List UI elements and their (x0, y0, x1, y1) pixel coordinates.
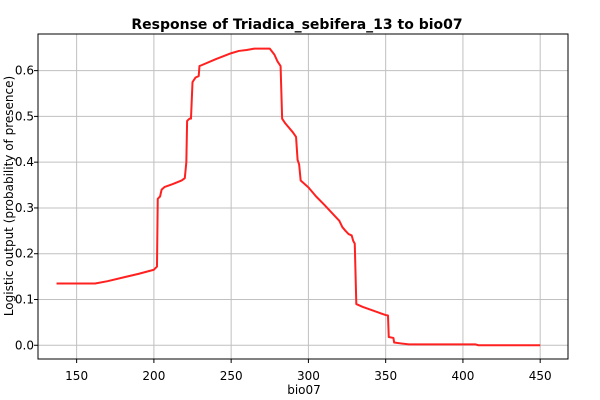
chart-title: Response of Triadica_sebifera_13 to bio0… (131, 17, 462, 33)
grid-lines (38, 34, 568, 359)
x-tick-label: 300 (297, 369, 320, 383)
plot-frame (37, 33, 569, 360)
x-tick-label: 350 (374, 369, 397, 383)
y-tick-label: 0.4 (15, 155, 34, 169)
x-axis-label: bio07 (287, 383, 321, 397)
x-tick-label: 200 (142, 369, 165, 383)
series-line (56, 47, 541, 347)
y-tick-label: 0.3 (15, 201, 34, 215)
y-axis-label: Logistic output (probability of presence… (2, 76, 16, 316)
y-tick-label: 0.2 (15, 247, 34, 261)
y-tick-label: 0.0 (15, 338, 34, 352)
y-axis-ticks: 0.0 0.1 0.2 0.3 0.4 0.5 0.6 (15, 64, 38, 352)
x-tick-label: 400 (451, 369, 474, 383)
x-axis-ticks: 150 200 250 300 350 400 450 (65, 359, 552, 383)
x-tick-label: 150 (65, 369, 88, 383)
y-tick-label: 0.1 (15, 292, 34, 306)
y-tick-label: 0.5 (15, 109, 34, 123)
x-tick-label: 450 (529, 369, 552, 383)
y-tick-label: 0.6 (15, 64, 34, 78)
x-tick-label: 250 (220, 369, 243, 383)
